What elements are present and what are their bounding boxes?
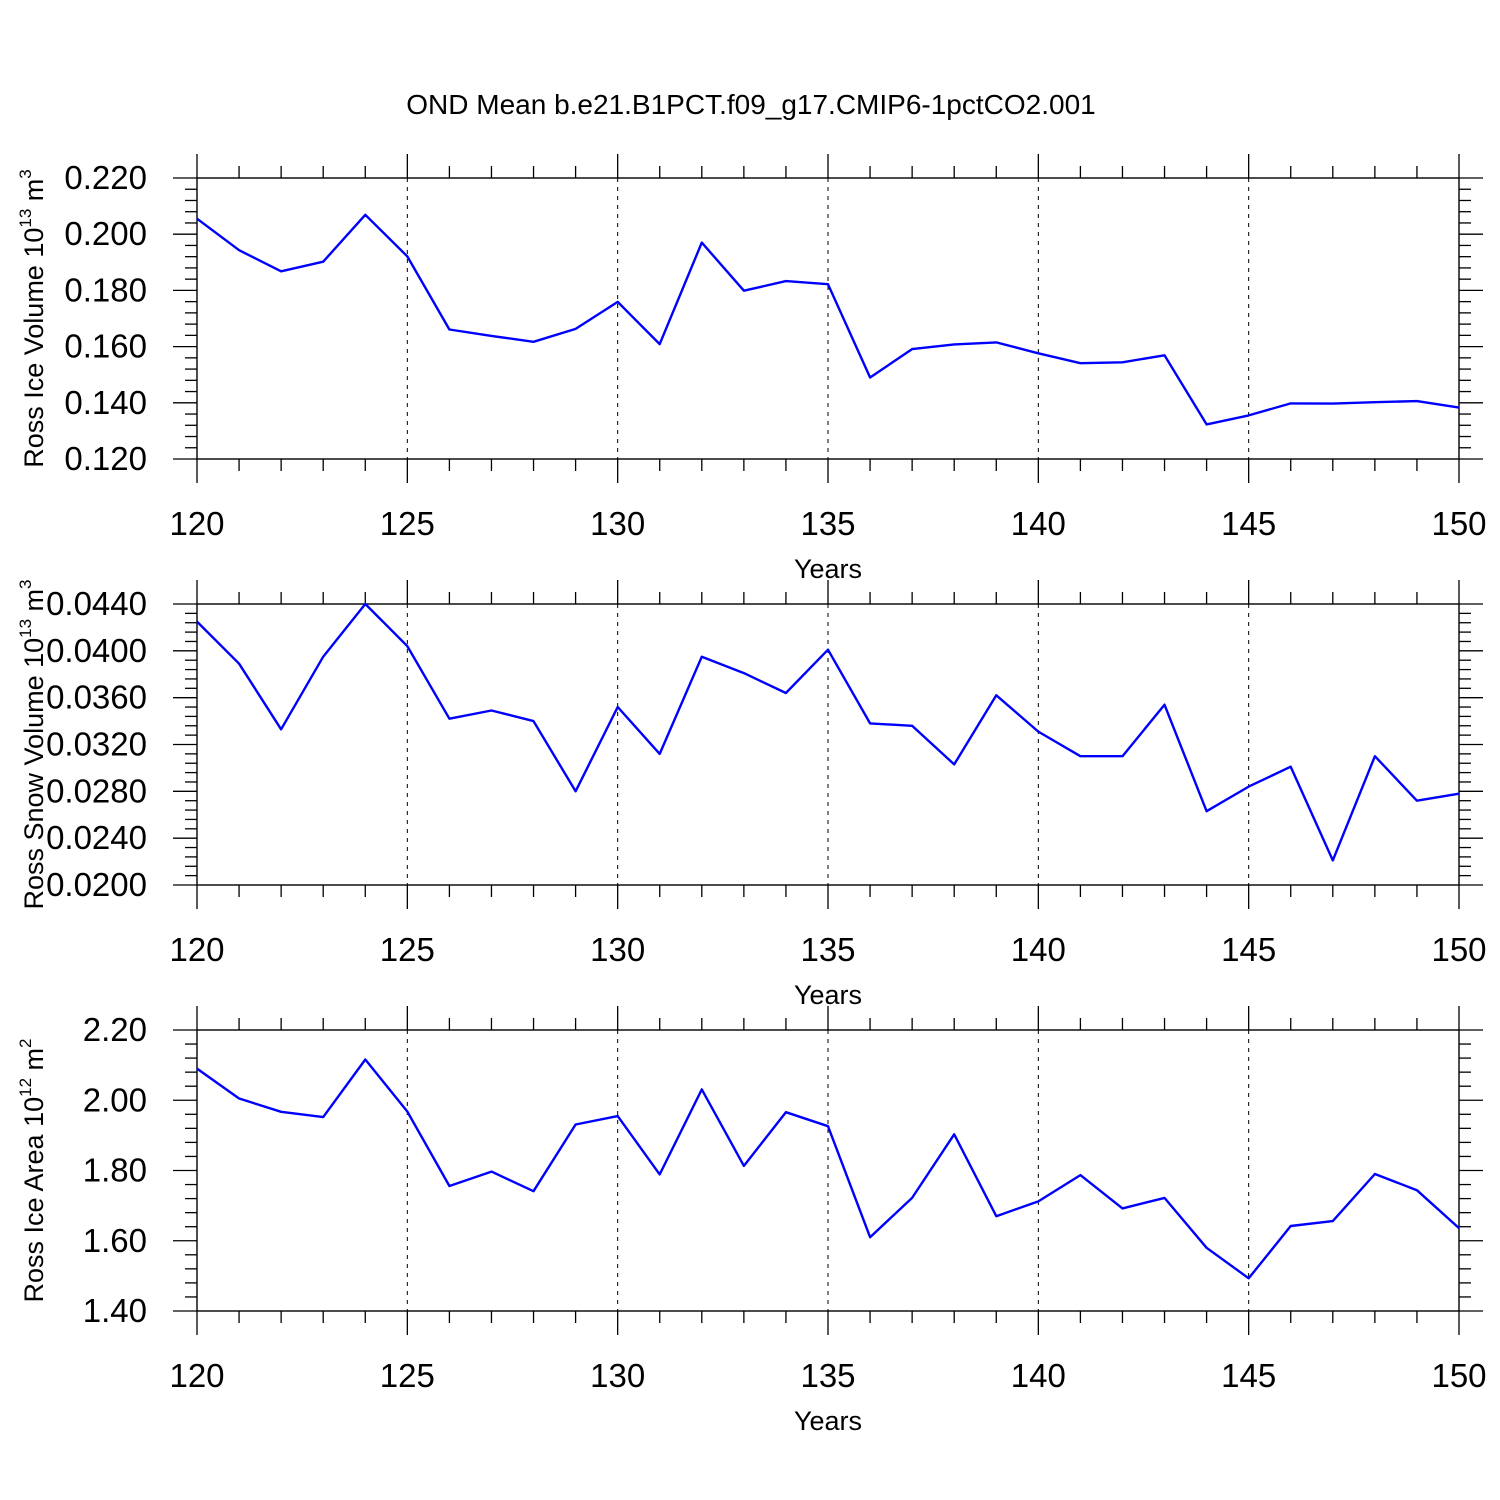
- x-tick-label: 140: [1011, 505, 1066, 542]
- panel-ice-area: 1.40 1.60 1.80 2.00 2.20 120 125 130 135 140 145 15…: [16, 1006, 1487, 1436]
- y-axis-label-text: Ross Snow Volume 10: [19, 638, 49, 910]
- y-axis-label: Ross Snow Volume 1013 m3: [16, 579, 49, 909]
- y-axis-label-exp: 13: [16, 619, 35, 638]
- y-axis-label-unit-exp: 3: [16, 579, 35, 588]
- x-tick-label: 150: [1431, 1357, 1486, 1394]
- y-tick-label: 0.220: [64, 159, 147, 196]
- y-tick-label: 0.200: [64, 215, 147, 252]
- series-line-ice-area: [196, 1058, 1460, 1280]
- x-tick-label: 145: [1221, 505, 1276, 542]
- x-tick-label: 130: [590, 505, 645, 542]
- y-axis-label-unit: m: [19, 1048, 49, 1078]
- x-tick-label: 130: [590, 931, 645, 968]
- panel-ice-volume: 0.120 0.140 0.160 0.180 0.200 0.220 120 125 130 1…: [16, 154, 1487, 584]
- x-axis-label: Years: [794, 980, 862, 1010]
- x-axis-label: Years: [794, 1406, 862, 1436]
- y-axis-label-unit-exp: 2: [16, 1038, 35, 1047]
- y-tick-label: 1.40: [83, 1292, 147, 1329]
- y-axis-label-exp: 12: [16, 1078, 35, 1097]
- y-tick-label: 1.60: [83, 1222, 147, 1259]
- plot-frame: [196, 603, 1460, 886]
- y-tick-label: 0.0400: [46, 632, 147, 669]
- chart-title: OND Mean b.e21.B1PCT.f09_g17.CMIP6-1pctC…: [406, 89, 1095, 120]
- y-axis-label-text: Ross Ice Volume 10: [19, 228, 49, 468]
- x-tick-label: 125: [380, 1357, 435, 1394]
- x-tick-label: 140: [1011, 1357, 1066, 1394]
- x-tick-label: 135: [800, 1357, 855, 1394]
- y-tick-label: 0.0440: [46, 585, 147, 622]
- series-line-snow-volume: [196, 602, 1460, 862]
- y-tick-label: 0.120: [64, 440, 147, 477]
- plot-frame: [196, 177, 1460, 460]
- x-tick-label: 135: [800, 505, 855, 542]
- x-axis-label: Years: [794, 554, 862, 584]
- x-tick-label: 150: [1431, 931, 1486, 968]
- x-tick-label: 125: [380, 505, 435, 542]
- panel-snow-volume: 0.0200 0.0240 0.0280 0.0320 0.0360 0.0400 0.04…: [16, 579, 1487, 1010]
- y-tick-label: 0.160: [64, 328, 147, 365]
- y-tick-label: 0.180: [64, 271, 147, 308]
- y-tick-label: 2.00: [83, 1081, 147, 1118]
- x-tick-label: 145: [1221, 931, 1276, 968]
- y-tick-label: 0.0280: [46, 772, 147, 809]
- x-tick-label: 140: [1011, 931, 1066, 968]
- y-axis-label: Ross Ice Volume 1013 m3: [16, 169, 49, 468]
- x-tick-label: 120: [169, 505, 224, 542]
- x-tick-label: 125: [380, 931, 435, 968]
- y-tick-label: 2.20: [83, 1011, 147, 1048]
- x-tick-label: 135: [800, 931, 855, 968]
- x-tick-label: 150: [1431, 505, 1486, 542]
- y-axis-label-unit: m: [19, 179, 49, 209]
- plot-frame: [196, 1029, 1460, 1312]
- y-axis-label-unit-exp: 3: [16, 169, 35, 178]
- series-line-ice-volume: [196, 213, 1460, 426]
- y-tick-label: 0.0320: [46, 726, 147, 763]
- x-tick-label: 120: [169, 1357, 224, 1394]
- y-tick-label: 1.80: [83, 1152, 147, 1189]
- x-tick-label: 130: [590, 1357, 645, 1394]
- y-tick-label: 0.0360: [46, 679, 147, 716]
- y-axis-label-text: Ross Ice Area 10: [19, 1097, 49, 1303]
- y-tick-label: 0.140: [64, 384, 147, 421]
- y-tick-label: 0.0200: [46, 866, 147, 903]
- y-tick-label: 0.0240: [46, 819, 147, 856]
- y-axis-label: Ross Ice Area 1012 m2: [16, 1038, 49, 1302]
- x-tick-label: 145: [1221, 1357, 1276, 1394]
- y-axis-label-unit: m: [19, 589, 49, 619]
- x-tick-label: 120: [169, 931, 224, 968]
- y-axis-label-exp: 13: [16, 209, 35, 228]
